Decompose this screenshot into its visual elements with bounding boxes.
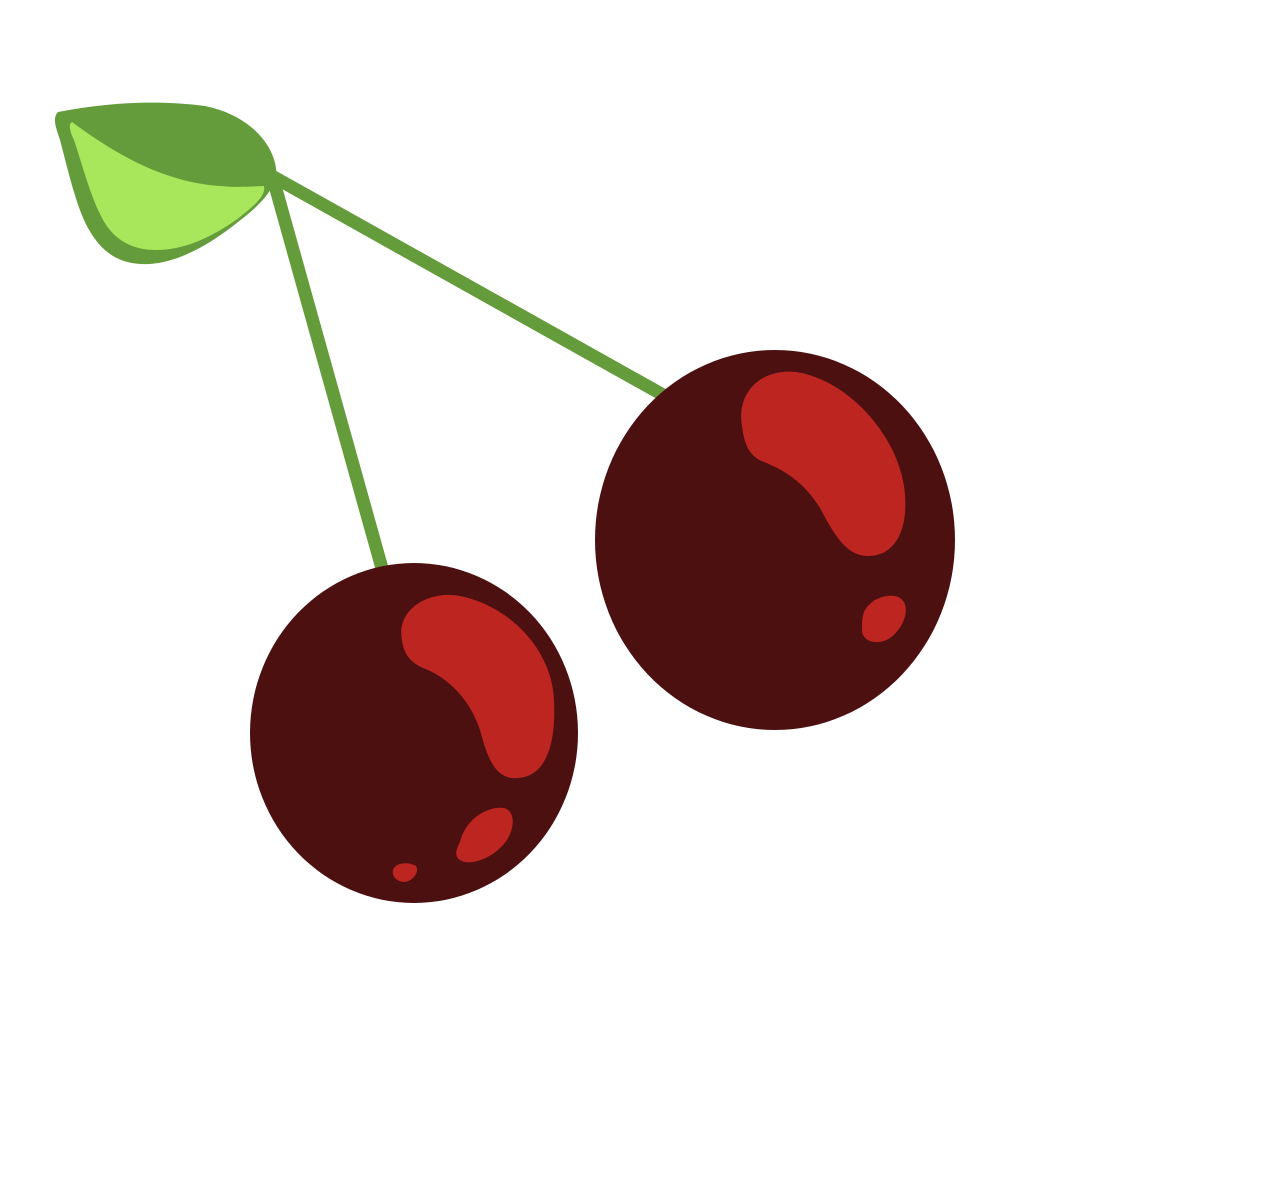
cherry-left [250,563,578,903]
leaf-icon [54,102,277,265]
stems [265,169,697,604]
cherry-right-highlight-main [741,371,906,556]
cherry-left-highlight-dot [392,863,418,882]
cherry-left-highlight-main [401,594,555,779]
leaf-light-half [69,122,265,250]
cherry-right [595,350,955,730]
stem-left [267,175,397,604]
cherry-left-highlight-small [456,807,513,863]
stem-right [265,169,697,417]
cherry-right-highlight-small [862,595,906,643]
